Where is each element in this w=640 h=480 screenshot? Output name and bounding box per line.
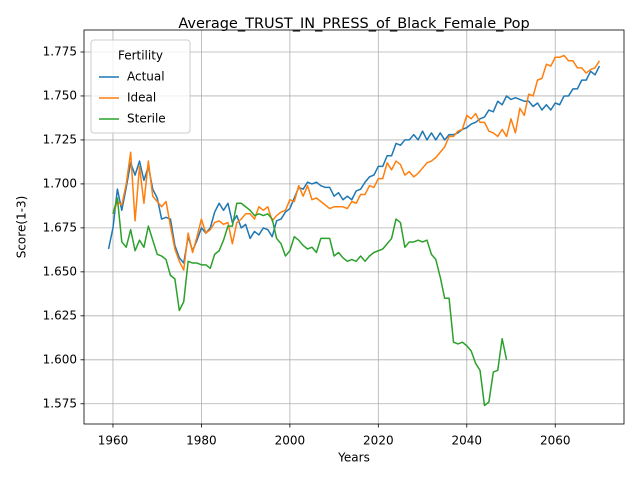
line-series bbox=[112, 197, 508, 407]
x-axis-label: Years bbox=[337, 451, 370, 465]
x-tick-label: 2040 bbox=[452, 434, 483, 448]
y-tick-label: 1.675 bbox=[43, 220, 77, 234]
y-tick-label: 1.750 bbox=[43, 88, 77, 102]
y-tick-label: 1.600 bbox=[43, 352, 77, 366]
legend-label: Sterile bbox=[127, 112, 166, 126]
x-tick-label: 2060 bbox=[540, 434, 571, 448]
x-tick-label: 1960 bbox=[98, 434, 129, 448]
chart-title: Average_TRUST_IN_PRESS_of_Black_Female_P… bbox=[178, 16, 529, 32]
y-tick-label: 1.575 bbox=[43, 396, 77, 410]
legend: Fertility Actual Ideal Sterile bbox=[90, 39, 191, 134]
y-tick-label: 1.625 bbox=[43, 308, 77, 322]
x-tick-label: 2000 bbox=[275, 434, 306, 448]
y-tick-label: 1.725 bbox=[43, 132, 77, 146]
plot-frame bbox=[83, 29, 625, 425]
y-tick-label: 1.700 bbox=[43, 176, 77, 190]
legend-label: Actual bbox=[127, 70, 165, 84]
y-axis-label: Score(1-3) bbox=[15, 196, 29, 259]
legend-label: Ideal bbox=[127, 91, 156, 105]
y-tick-label: 1.775 bbox=[43, 44, 77, 58]
line-series bbox=[112, 54, 601, 271]
legend-box bbox=[90, 39, 191, 134]
legend-title: Fertility bbox=[118, 49, 163, 63]
x-tick-label: 2020 bbox=[363, 434, 394, 448]
y-tick-label: 1.650 bbox=[43, 264, 77, 278]
x-tick-label: 1980 bbox=[186, 434, 217, 448]
